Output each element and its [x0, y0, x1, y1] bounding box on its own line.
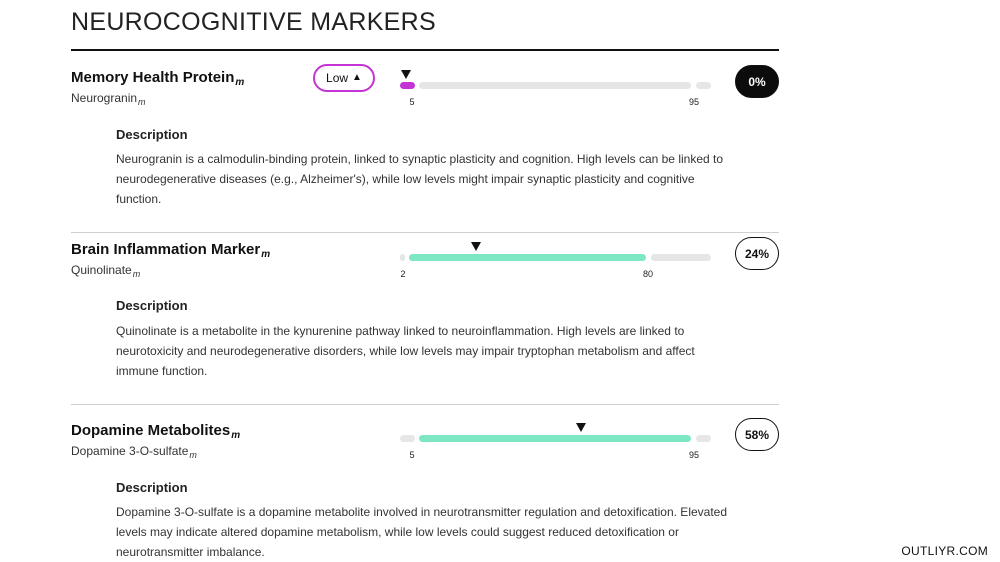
status-label: Low — [326, 71, 349, 85]
value-pointer-icon — [471, 242, 481, 251]
range-normal-segment — [419, 435, 691, 442]
marker-name: Memory Health Proteinm — [71, 69, 245, 88]
range-high-label: 95 — [688, 97, 700, 107]
range-low-label: 5 — [409, 450, 415, 460]
range-low-segment — [400, 254, 405, 261]
range-bar: 5 95 — [400, 69, 711, 109]
brand-footer: OUTLIYR.COM — [901, 544, 988, 558]
marker-compound: Quinolinatem — [71, 263, 141, 279]
section-divider — [71, 232, 779, 233]
range-high-segment — [696, 435, 711, 442]
marker-name: Dopamine Metabolitesm — [71, 422, 241, 441]
section-divider — [71, 404, 779, 405]
description-heading: Description — [116, 480, 188, 495]
description-text: Dopamine 3-O-sulfate is a dopamine metab… — [116, 505, 728, 559]
range-low-label: 5 — [409, 97, 415, 107]
percentile-badge: 0% — [735, 65, 779, 98]
marker-name: Brain Inflammation Markerm — [71, 241, 271, 260]
range-low-segment — [400, 435, 415, 442]
range-high-label: 80 — [642, 269, 654, 279]
percentile-badge: 24% — [735, 237, 779, 270]
marker-compound: Neurograninm — [71, 91, 146, 107]
description-text: Neurogranin is a calmodulin-binding prot… — [116, 152, 724, 206]
page-title: NEUROCOGNITIVE MARKERS — [71, 8, 436, 36]
range-low-segment — [400, 82, 415, 89]
title-divider — [71, 49, 779, 51]
range-normal-segment — [409, 254, 646, 261]
marker-compound: Dopamine 3-O-sulfatem — [71, 444, 197, 460]
description-text: Quinolinate is a metabolite in the kynur… — [116, 324, 695, 378]
range-high-label: 95 — [688, 450, 700, 460]
range-low-label: 2 — [400, 269, 406, 279]
range-bar: 5 95 — [400, 422, 711, 462]
range-high-segment — [651, 254, 711, 261]
range-normal-segment — [419, 82, 691, 89]
value-pointer-icon — [401, 70, 411, 79]
range-high-segment — [696, 82, 711, 89]
percentile-badge: 58% — [735, 418, 779, 451]
value-pointer-icon — [576, 423, 586, 432]
warning-triangle-icon: ▲ — [352, 72, 362, 83]
range-bar: 2 80 — [400, 241, 711, 281]
description-heading: Description — [116, 298, 188, 313]
description-heading: Description — [116, 127, 188, 142]
status-badge: Low ▲ — [313, 64, 375, 92]
